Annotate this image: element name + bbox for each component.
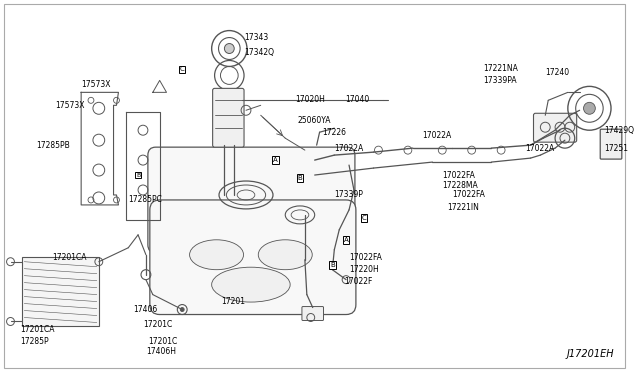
Text: 17201CA: 17201CA [20, 325, 55, 334]
Text: 17339P: 17339P [334, 190, 363, 199]
Text: 17221NA: 17221NA [483, 64, 518, 73]
Text: B: B [136, 173, 140, 177]
Text: 17022A: 17022A [335, 144, 364, 153]
Text: 17201CA: 17201CA [52, 253, 86, 262]
Text: 17022FA: 17022FA [452, 190, 485, 199]
Text: 17201: 17201 [221, 297, 246, 306]
FancyBboxPatch shape [600, 129, 622, 159]
Text: 17201C: 17201C [143, 320, 172, 329]
FancyBboxPatch shape [150, 200, 356, 314]
Text: 17406: 17406 [133, 305, 157, 314]
Text: 17251: 17251 [604, 144, 628, 153]
Text: 25060YA: 25060YA [297, 116, 330, 125]
Text: A: A [273, 157, 278, 163]
Text: 17022F: 17022F [344, 277, 372, 286]
Text: 17343: 17343 [244, 33, 268, 42]
FancyBboxPatch shape [212, 89, 244, 147]
Circle shape [180, 308, 184, 311]
Ellipse shape [189, 240, 244, 270]
Text: C: C [362, 215, 366, 221]
FancyBboxPatch shape [302, 307, 323, 321]
Ellipse shape [212, 267, 290, 302]
Text: 17429Q: 17429Q [604, 126, 634, 135]
Text: 17022A: 17022A [422, 131, 452, 140]
Text: 17201C: 17201C [148, 337, 177, 346]
Text: 17022A: 17022A [525, 144, 555, 153]
Text: 17406H: 17406H [146, 347, 176, 356]
Text: 17240: 17240 [545, 68, 570, 77]
Text: 17285PB: 17285PB [36, 141, 70, 150]
Text: A: A [344, 237, 348, 243]
Text: 17228MA: 17228MA [442, 180, 478, 189]
Text: J17201EH: J17201EH [566, 349, 614, 359]
Text: 17339PA: 17339PA [483, 76, 517, 85]
Text: B: B [330, 262, 335, 268]
Text: 17226: 17226 [323, 128, 346, 137]
Text: 17221IN: 17221IN [447, 203, 479, 212]
Text: 17040: 17040 [345, 95, 369, 104]
Text: B: B [298, 175, 302, 181]
FancyBboxPatch shape [534, 113, 577, 142]
Text: 17285PC: 17285PC [128, 195, 162, 205]
Text: 17573X: 17573X [56, 101, 85, 110]
Text: C: C [180, 67, 184, 73]
Text: 17285P: 17285P [20, 337, 49, 346]
Circle shape [584, 102, 595, 114]
Circle shape [225, 44, 234, 54]
Text: 17022FA: 17022FA [442, 170, 475, 180]
Text: 17220H: 17220H [349, 265, 379, 274]
Bar [22, 257, 99, 327]
FancyBboxPatch shape [148, 147, 355, 253]
Text: 17020H: 17020H [295, 95, 325, 104]
Text: 17342Q: 17342Q [244, 48, 274, 57]
Text: 17573X: 17573X [81, 80, 111, 89]
Ellipse shape [259, 240, 312, 270]
Text: 17022FA: 17022FA [349, 253, 382, 262]
